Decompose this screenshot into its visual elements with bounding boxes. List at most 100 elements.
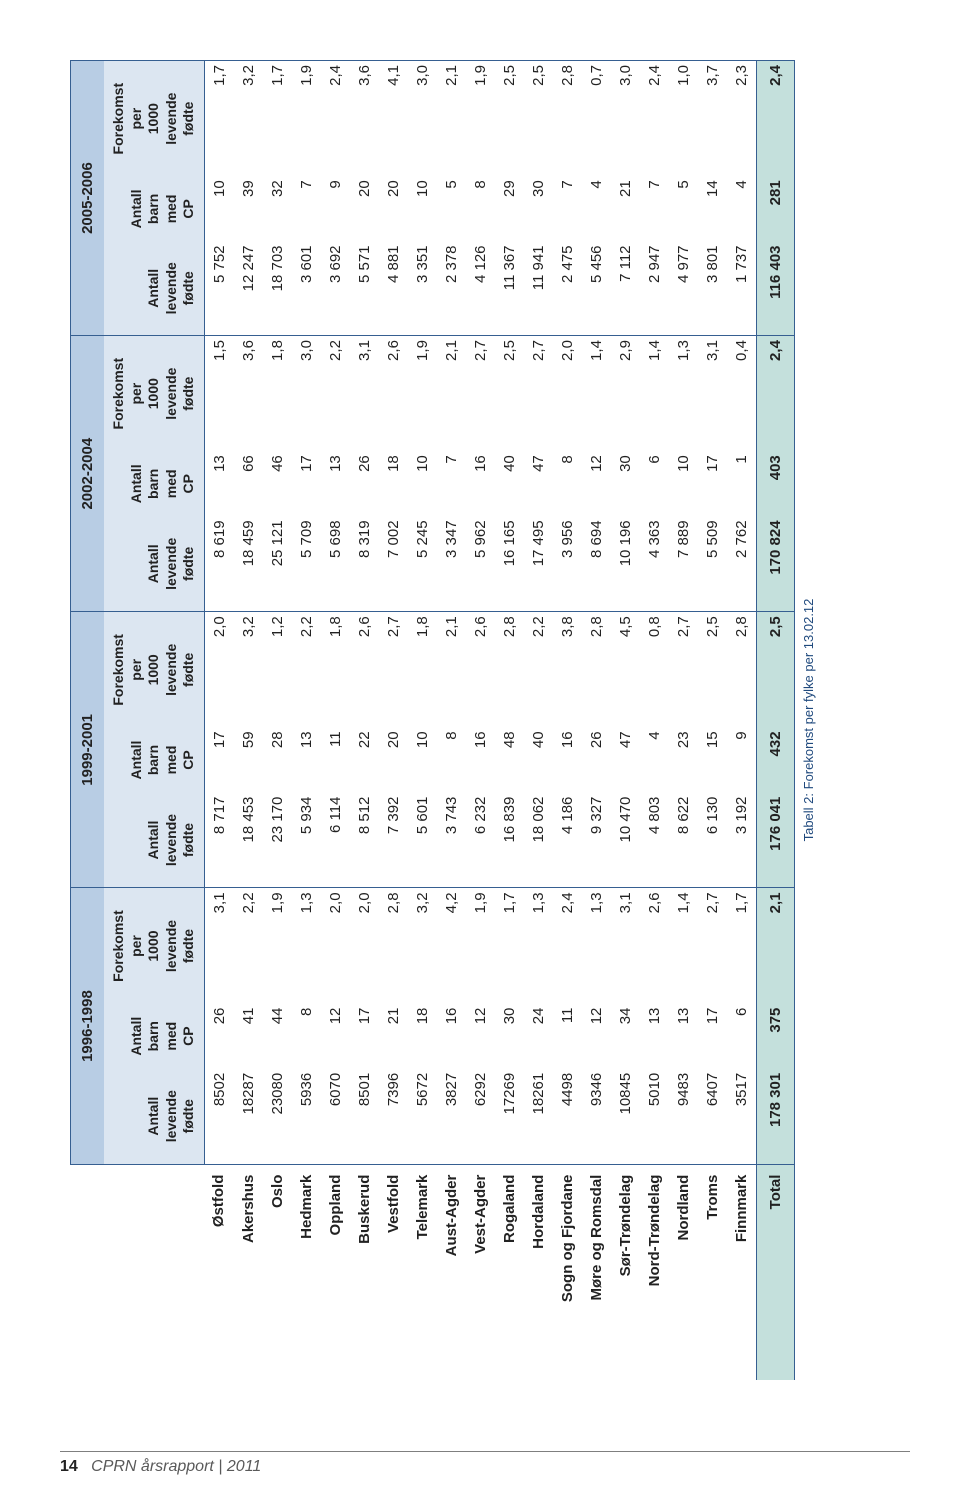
data-cell: 29 bbox=[495, 176, 524, 241]
data-cell: 12 247 bbox=[234, 241, 263, 335]
data-cell: 59 bbox=[234, 727, 263, 792]
data-cell: 5 bbox=[669, 176, 698, 241]
data-cell: 18 062 bbox=[524, 793, 553, 888]
data-cell: 18261 bbox=[524, 1069, 553, 1164]
county-name: Østfold bbox=[204, 1164, 234, 1380]
table-total-row: Total178 3013752,1176 0414322,5170 82440… bbox=[756, 61, 794, 1381]
period-header: 1996-1998 bbox=[71, 888, 105, 1164]
data-cell: 4 bbox=[640, 727, 669, 792]
data-cell: 3 956 bbox=[553, 516, 582, 611]
data-cell: 24 bbox=[524, 1004, 553, 1069]
data-cell: 4 bbox=[727, 176, 757, 241]
data-cell: 5 245 bbox=[408, 516, 437, 611]
data-cell: 8 622 bbox=[669, 793, 698, 888]
blank-corner bbox=[71, 1164, 105, 1380]
data-cell: 8 694 bbox=[582, 516, 611, 611]
data-cell: 6 232 bbox=[466, 793, 495, 888]
data-cell: 1 737 bbox=[727, 241, 757, 335]
table-row: Oslo23080441,923 170281,225 121461,818 7… bbox=[263, 61, 292, 1381]
data-cell: 66 bbox=[234, 451, 263, 516]
data-cell: 4 803 bbox=[640, 793, 669, 888]
data-cell: 17269 bbox=[495, 1069, 524, 1164]
period-header: 2002-2004 bbox=[71, 336, 105, 612]
data-cell: 8501 bbox=[350, 1069, 379, 1164]
prevalence-table: 1996-1998 1999-2001 2002-2004 2005-2006 … bbox=[70, 60, 795, 1380]
total-cell: 432 bbox=[756, 727, 794, 792]
col-rate: Forekomstper1000levendefødte bbox=[104, 888, 204, 1004]
table-row: Sogn og Fjordane4498112,44 186163,83 956… bbox=[553, 61, 582, 1381]
county-name: Oslo bbox=[263, 1164, 292, 1380]
period-header: 2005-2006 bbox=[71, 61, 105, 336]
data-cell: 13 bbox=[292, 727, 321, 792]
data-cell: 2,3 bbox=[727, 61, 757, 177]
data-cell: 17 bbox=[698, 1004, 727, 1069]
data-cell: 1,7 bbox=[263, 61, 292, 177]
data-cell: 17 bbox=[204, 727, 234, 792]
data-cell: 2 378 bbox=[437, 241, 466, 335]
data-cell: 1,5 bbox=[204, 336, 234, 452]
data-cell: 12 bbox=[582, 1004, 611, 1069]
table-row: Vest-Agder6292121,96 232162,65 962162,74… bbox=[466, 61, 495, 1381]
data-cell: 3,0 bbox=[408, 61, 437, 177]
data-cell: 12 bbox=[466, 1004, 495, 1069]
data-cell: 2,0 bbox=[553, 336, 582, 452]
data-cell: 12 bbox=[321, 1004, 350, 1069]
data-cell: 1 bbox=[727, 451, 757, 516]
data-cell: 16 bbox=[553, 727, 582, 792]
data-cell: 1,2 bbox=[263, 612, 292, 728]
total-label: Total bbox=[756, 1164, 794, 1380]
data-cell: 14 bbox=[698, 176, 727, 241]
data-cell: 10 bbox=[408, 451, 437, 516]
data-cell: 46 bbox=[263, 451, 292, 516]
data-cell: 3 743 bbox=[437, 793, 466, 888]
table-row: Akershus18287412,218 453593,218 459663,6… bbox=[234, 61, 263, 1381]
data-cell: 2,7 bbox=[669, 612, 698, 728]
data-cell: 3 801 bbox=[698, 241, 727, 335]
data-cell: 4 881 bbox=[379, 241, 408, 335]
data-cell: 41 bbox=[234, 1004, 263, 1069]
data-cell: 5 934 bbox=[292, 793, 321, 888]
data-cell: 6 bbox=[727, 1004, 757, 1069]
data-cell: 2,8 bbox=[727, 612, 757, 728]
data-cell: 10845 bbox=[611, 1069, 640, 1164]
data-cell: 16 bbox=[437, 1004, 466, 1069]
data-cell: 1,3 bbox=[292, 888, 321, 1004]
data-cell: 10 196 bbox=[611, 516, 640, 611]
total-cell: 176 041 bbox=[756, 793, 794, 888]
county-name: Sogn og Fjordane bbox=[553, 1164, 582, 1380]
data-cell: 2,1 bbox=[437, 61, 466, 177]
data-cell: 1,4 bbox=[669, 888, 698, 1004]
data-cell: 1,9 bbox=[466, 888, 495, 1004]
col-births: Antalllevendefødte bbox=[104, 241, 204, 335]
data-cell: 2,6 bbox=[379, 336, 408, 452]
data-cell: 2,2 bbox=[321, 336, 350, 452]
data-cell: 1,4 bbox=[582, 336, 611, 452]
col-births: Antalllevendefødte bbox=[104, 516, 204, 611]
data-cell: 4 977 bbox=[669, 241, 698, 335]
data-cell: 23 bbox=[669, 727, 698, 792]
county-name: Hordaland bbox=[524, 1164, 553, 1380]
data-cell: 7 bbox=[640, 176, 669, 241]
data-cell: 21 bbox=[611, 176, 640, 241]
data-cell: 47 bbox=[611, 727, 640, 792]
data-cell: 2,6 bbox=[350, 612, 379, 728]
data-cell: 13 bbox=[640, 1004, 669, 1069]
data-cell: 3 347 bbox=[437, 516, 466, 611]
data-cell: 5 709 bbox=[292, 516, 321, 611]
data-cell: 2,7 bbox=[379, 612, 408, 728]
data-cell: 10 bbox=[408, 727, 437, 792]
data-cell: 47 bbox=[524, 451, 553, 516]
data-cell: 7396 bbox=[379, 1069, 408, 1164]
data-cell: 1,7 bbox=[727, 888, 757, 1004]
data-cell: 1,7 bbox=[204, 61, 234, 177]
data-cell: 9 bbox=[727, 727, 757, 792]
rotated-table-container: 1996-1998 1999-2001 2002-2004 2005-2006 … bbox=[70, 60, 816, 1380]
data-cell: 0,4 bbox=[727, 336, 757, 452]
data-cell: 9483 bbox=[669, 1069, 698, 1164]
table-row: Oppland6070122,06 114111,85 698132,23 69… bbox=[321, 61, 350, 1381]
data-cell: 4 bbox=[582, 176, 611, 241]
table-row: Vestfold7396212,87 392202,77 002182,64 8… bbox=[379, 61, 408, 1381]
col-cp: AntallbarnmedCP bbox=[104, 451, 204, 516]
data-cell: 2 947 bbox=[640, 241, 669, 335]
data-cell: 2,8 bbox=[582, 612, 611, 728]
